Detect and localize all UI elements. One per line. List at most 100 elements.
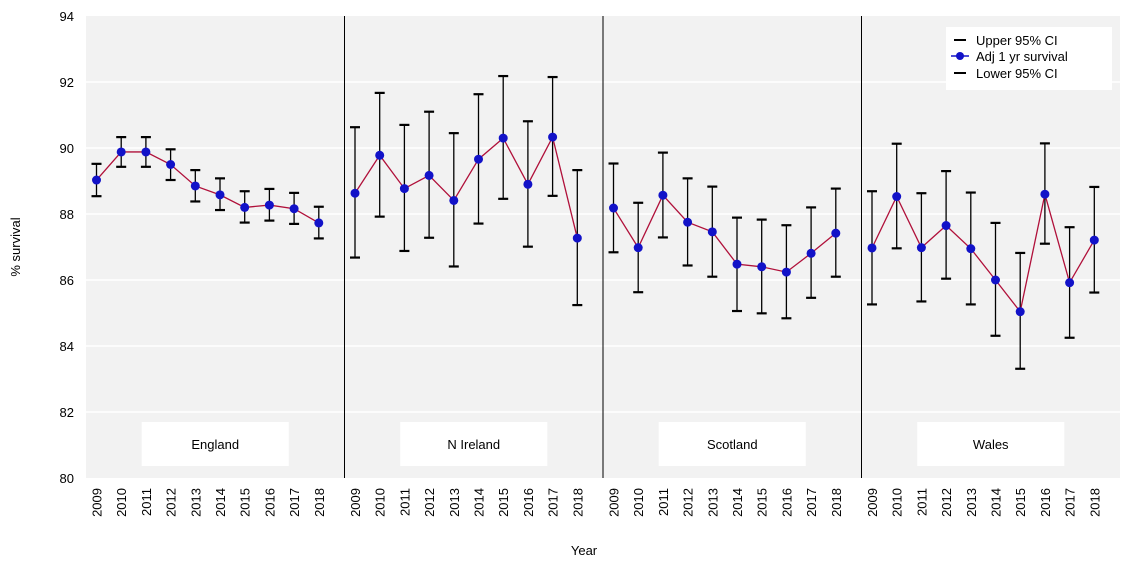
y-tick-label: 80 xyxy=(60,471,74,486)
x-tick-label: 2013 xyxy=(188,488,203,517)
x-tick-label: 2018 xyxy=(570,488,585,517)
adj-survival-point xyxy=(1089,235,1099,245)
adj-survival-point xyxy=(190,181,200,191)
adj-survival-point xyxy=(523,179,533,189)
x-tick-label: 2010 xyxy=(373,488,388,517)
x-tick-label: 2016 xyxy=(1038,488,1053,517)
x-tick-label: 2010 xyxy=(890,488,905,517)
adj-survival-point xyxy=(498,133,508,143)
x-tick-label: 2017 xyxy=(804,488,819,517)
legend-upper-label: Upper 95% CI xyxy=(976,33,1058,48)
adj-survival-point xyxy=(1040,189,1050,199)
panel-label: Scotland xyxy=(707,437,758,452)
legend-box xyxy=(946,27,1112,90)
adj-survival-point xyxy=(1065,278,1075,288)
adj-survival-point xyxy=(806,248,816,258)
panel-label-box xyxy=(658,422,806,466)
x-tick-label: 2018 xyxy=(1087,488,1102,517)
panel-series xyxy=(867,142,1100,370)
x-tick-label: 2018 xyxy=(312,488,327,517)
panel-label-box xyxy=(917,422,1065,466)
adj-survival-point xyxy=(831,228,841,238)
panel-label: N Ireland xyxy=(447,437,500,452)
x-tick-label: 2011 xyxy=(139,488,154,516)
panel-label-box xyxy=(141,422,289,466)
panel-series xyxy=(608,151,841,320)
adj-survival-line xyxy=(612,194,837,273)
x-tick-label: 2013 xyxy=(964,488,979,517)
x-tick-label: 2014 xyxy=(989,488,1004,517)
adj-survival-point xyxy=(941,221,951,231)
adj-survival-point xyxy=(141,147,151,157)
x-tick-label: 2018 xyxy=(829,488,844,517)
x-tick-label: 2011 xyxy=(656,488,671,516)
x-tick-label: 2015 xyxy=(755,488,770,517)
adj-survival-point xyxy=(1015,307,1025,317)
panel-series xyxy=(350,74,583,307)
x-tick-label: 2015 xyxy=(496,488,511,517)
adj-survival-line xyxy=(354,135,578,239)
x-tick-label: 2012 xyxy=(681,488,696,517)
legend-adj-marker xyxy=(956,52,964,60)
legend: Upper 95% CI Adj 1 yr survival Lower 95%… xyxy=(946,27,1112,90)
panel-labels: England N Ireland Scotland Wales xyxy=(141,422,1065,466)
x-tick-label: 2015 xyxy=(238,488,253,517)
y-axis: 80 82 84 86 88 90 92 94 xyxy=(60,9,74,486)
adj-survival-point xyxy=(116,147,126,157)
panel-separators xyxy=(344,16,862,478)
series-group xyxy=(91,74,1100,370)
x-axis-label: Year xyxy=(571,543,598,558)
x-tick-label: 2013 xyxy=(447,488,462,517)
panel-series xyxy=(91,136,324,240)
adj-survival-point xyxy=(289,204,299,214)
adj-survival-point xyxy=(474,154,483,164)
x-axis: 2009 2010 2011 2012 2013 2014 2015 2016 2017 2018… xyxy=(90,488,1103,517)
y-tick-label: 86 xyxy=(60,273,74,288)
adj-survival-point xyxy=(215,190,225,200)
adj-survival-point xyxy=(892,192,902,202)
x-tick-label: 2009 xyxy=(865,488,880,517)
adj-survival-point xyxy=(781,267,791,277)
y-tick-label: 82 xyxy=(60,405,74,420)
y-tick-label: 94 xyxy=(60,9,74,24)
legend-lower-label: Lower 95% CI xyxy=(976,66,1058,81)
x-tick-label: 2009 xyxy=(607,488,622,517)
x-tick-label: 2012 xyxy=(422,488,437,517)
panel-label: England xyxy=(191,437,239,452)
y-axis-label: % survival xyxy=(8,217,23,276)
adj-survival-point xyxy=(350,188,360,198)
adj-survival-line xyxy=(871,194,1095,314)
x-tick-label: 2009 xyxy=(348,488,363,517)
adj-survival-point xyxy=(867,243,877,253)
adj-survival-point xyxy=(609,203,618,213)
y-tick-label: 88 xyxy=(60,207,74,222)
adj-survival-point xyxy=(991,275,1000,285)
x-tick-label: 2010 xyxy=(114,488,129,517)
adj-survival-point xyxy=(966,244,976,254)
adj-survival-point xyxy=(707,227,717,237)
x-tick-label: 2014 xyxy=(472,488,487,517)
adj-survival-point xyxy=(264,200,274,210)
x-tick-label: 2014 xyxy=(213,488,228,517)
y-tick-label: 84 xyxy=(60,339,74,354)
legend-adj-label: Adj 1 yr survival xyxy=(976,49,1068,64)
x-tick-label: 2012 xyxy=(164,488,179,517)
adj-survival-point xyxy=(658,190,668,200)
x-tick-label: 2010 xyxy=(631,488,646,517)
adj-survival-point xyxy=(314,218,324,228)
adj-survival-point xyxy=(572,233,582,243)
x-tick-label: 2009 xyxy=(90,488,105,517)
adj-survival-line xyxy=(96,151,320,224)
adj-survival-point xyxy=(732,259,742,269)
adj-survival-point xyxy=(757,262,767,272)
adj-survival-point xyxy=(92,175,101,185)
x-tick-label: 2014 xyxy=(730,488,745,517)
panel-label-box xyxy=(400,422,548,466)
adj-survival-point xyxy=(375,150,385,160)
x-tick-label: 2011 xyxy=(914,488,929,516)
adj-survival-point xyxy=(633,243,643,253)
adj-survival-point xyxy=(399,184,409,194)
x-tick-label: 2013 xyxy=(705,488,720,517)
adj-survival-point xyxy=(548,132,558,142)
adj-survival-point xyxy=(424,170,434,180)
